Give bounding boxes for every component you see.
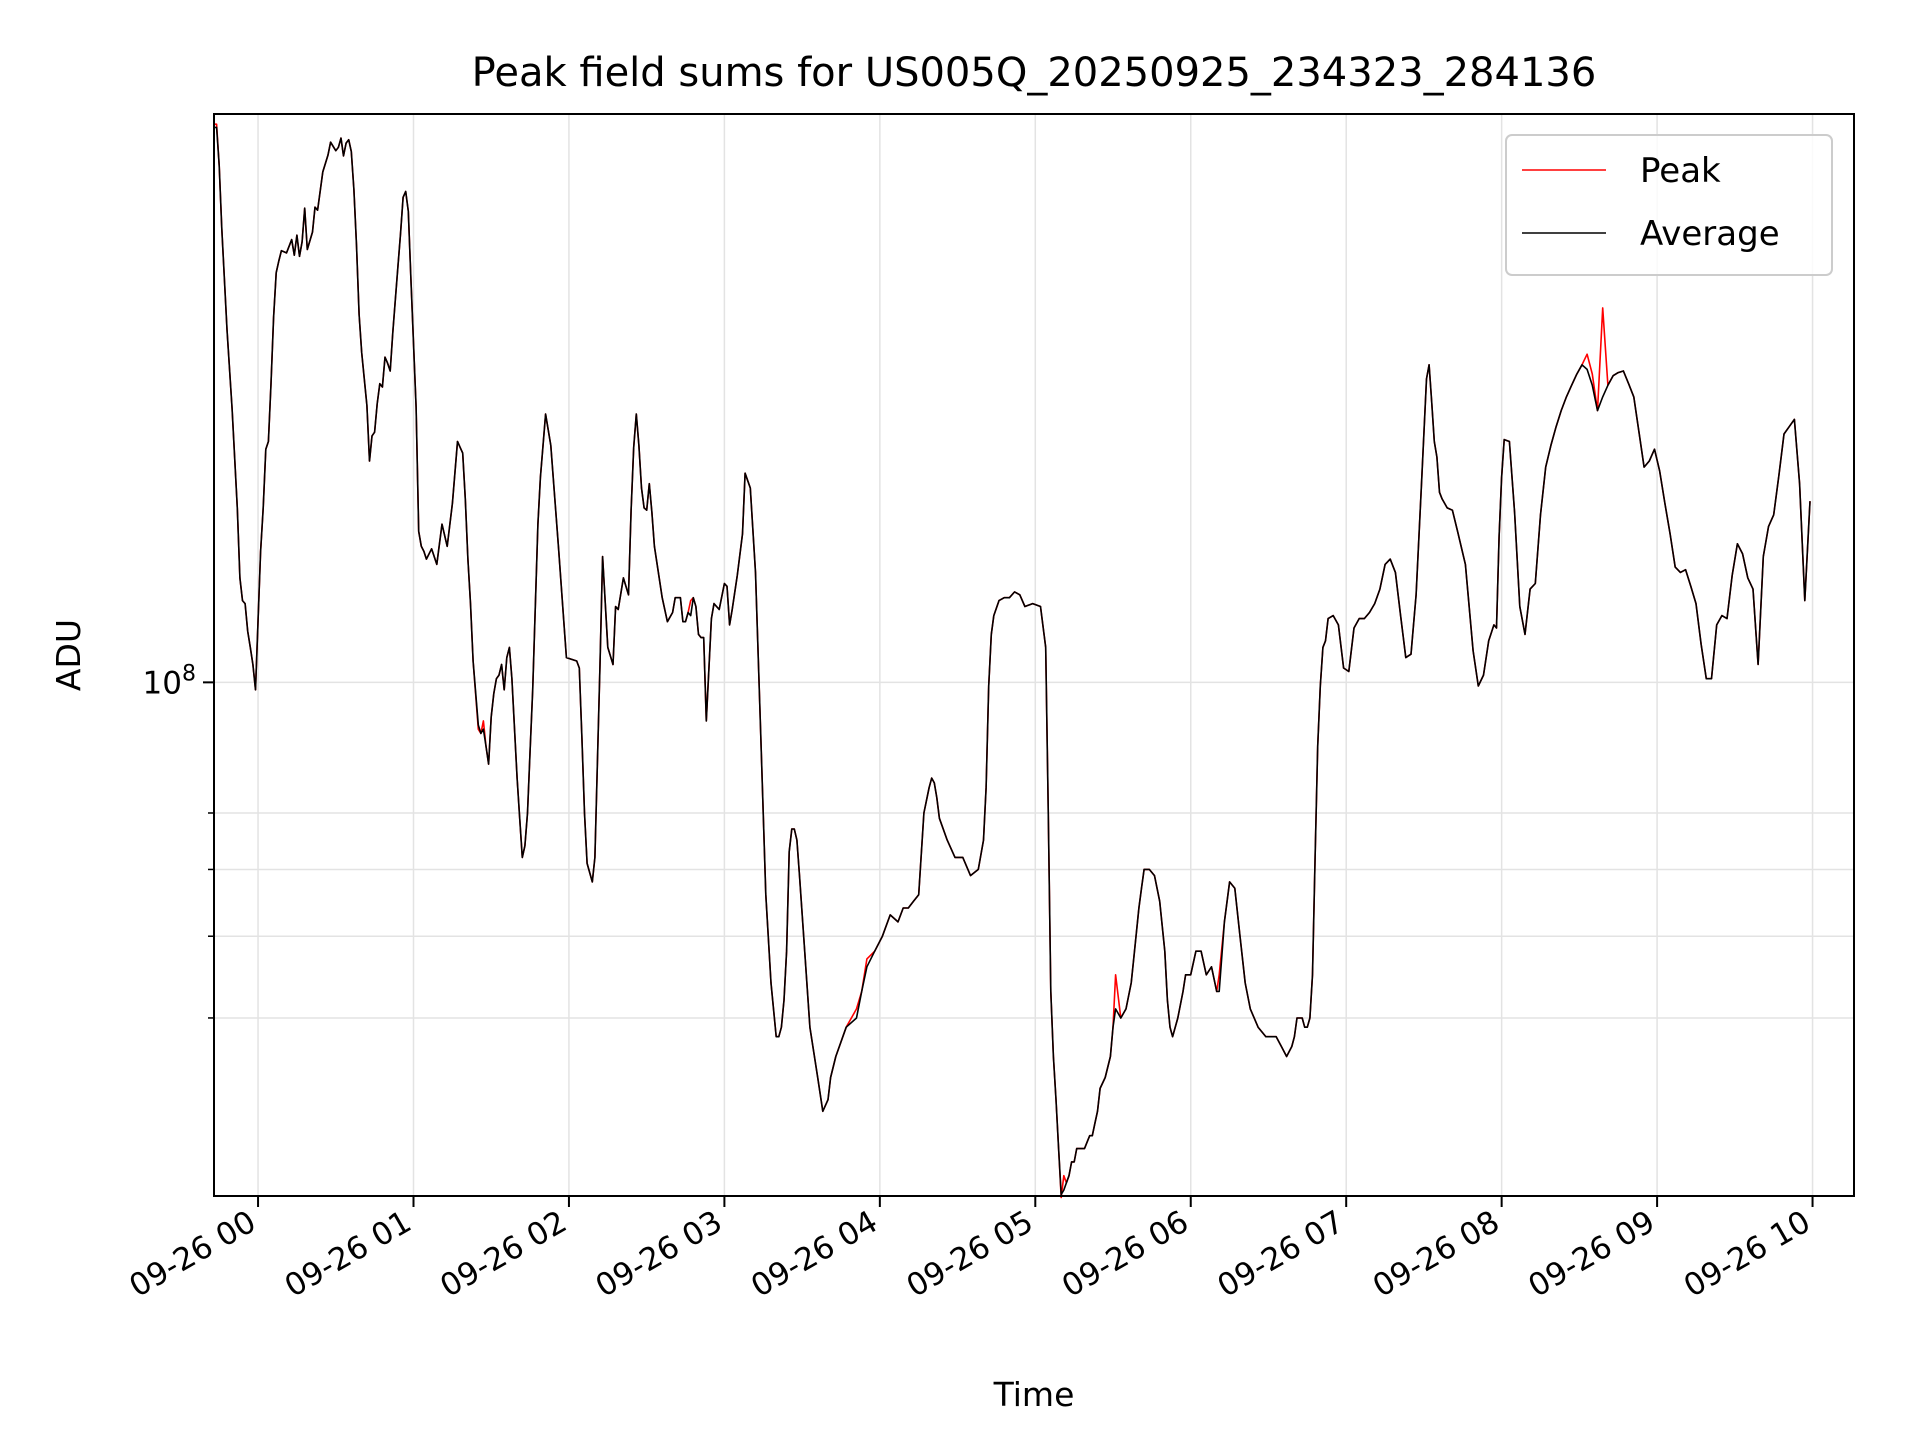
legend: Peak Average bbox=[1505, 134, 1833, 276]
y-axis-title: ADU bbox=[49, 619, 88, 691]
y-axis-ticks: 108 bbox=[143, 661, 214, 1019]
x-axis-title: Time bbox=[993, 1375, 1075, 1414]
y-tick-label: 108 bbox=[143, 661, 196, 701]
series-lines bbox=[214, 123, 1811, 1199]
plot-frame bbox=[213, 113, 1855, 1197]
grid-lines bbox=[214, 114, 1854, 1196]
series-line-average bbox=[214, 126, 1811, 1196]
chart-title: Peak field sums for US005Q_20250925_2343… bbox=[472, 50, 1597, 96]
legend-label-average: Average bbox=[1640, 214, 1780, 254]
legend-label-peak: Peak bbox=[1640, 151, 1721, 191]
